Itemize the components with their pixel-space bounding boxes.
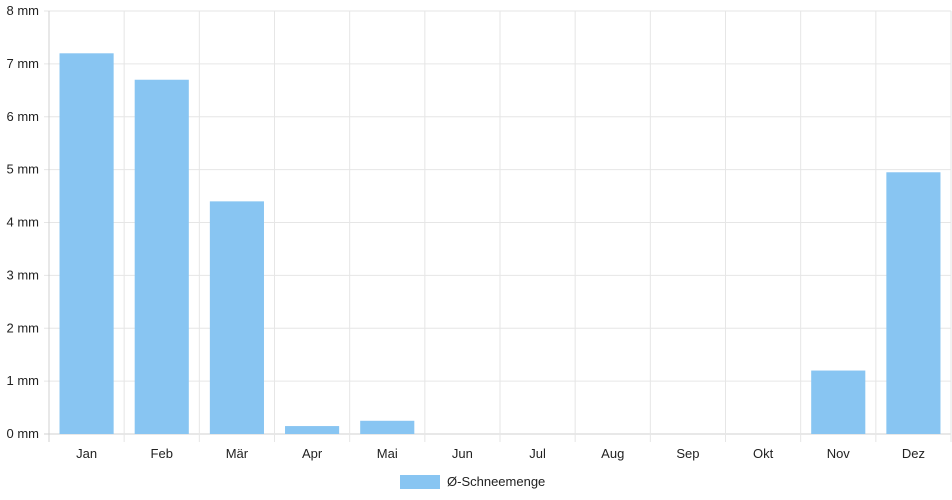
bar-mai[interactable]: [360, 420, 415, 434]
y-tick-label: 5 mm: [7, 162, 40, 177]
x-tick-label: Okt: [753, 446, 774, 461]
bar-apr[interactable]: [285, 426, 340, 434]
x-tick-label: Jul: [529, 446, 546, 461]
y-tick-label: 0 mm: [7, 426, 40, 441]
legend-label: Ø-Schneemenge: [447, 474, 545, 489]
x-tick-label: Mär: [226, 446, 249, 461]
x-tick-label: Aug: [601, 446, 624, 461]
bar-mär[interactable]: [209, 201, 264, 434]
x-tick-label: Mai: [377, 446, 398, 461]
bars: [59, 53, 941, 435]
x-tick-label: Apr: [302, 446, 323, 461]
y-axis-ticks: 0 mm 1 mm 2 mm 3 mm 4 mm 5 mm 6 mm 7 mm 8 mm: [7, 3, 40, 441]
bar-jan[interactable]: [59, 53, 114, 435]
y-tick-label: 1 mm: [7, 373, 40, 388]
x-tick-label: Nov: [827, 446, 851, 461]
legend[interactable]: Ø-Schneemenge: [400, 474, 545, 489]
grid: [44, 10, 952, 442]
y-tick-label: 6 mm: [7, 109, 40, 124]
x-tick-label: Sep: [676, 446, 699, 461]
y-tick-label: 8 mm: [7, 3, 40, 18]
legend-swatch: [400, 475, 440, 489]
bar-nov[interactable]: [811, 370, 866, 434]
x-tick-label: Dez: [902, 446, 925, 461]
y-tick-label: 2 mm: [7, 320, 40, 335]
bar-feb[interactable]: [134, 79, 189, 435]
y-tick-label: 3 mm: [7, 267, 40, 282]
bar-dez[interactable]: [886, 172, 941, 435]
x-tick-label: Jan: [76, 446, 97, 461]
x-tick-label: Jun: [452, 446, 473, 461]
x-tick-label: Feb: [151, 446, 173, 461]
y-tick-label: 7 mm: [7, 56, 40, 71]
x-axis-ticks: Jan Feb Mär Apr Mai Jun Jul Aug Sep Okt Nov Dez: [76, 446, 925, 461]
y-tick-label: 4 mm: [7, 215, 40, 230]
